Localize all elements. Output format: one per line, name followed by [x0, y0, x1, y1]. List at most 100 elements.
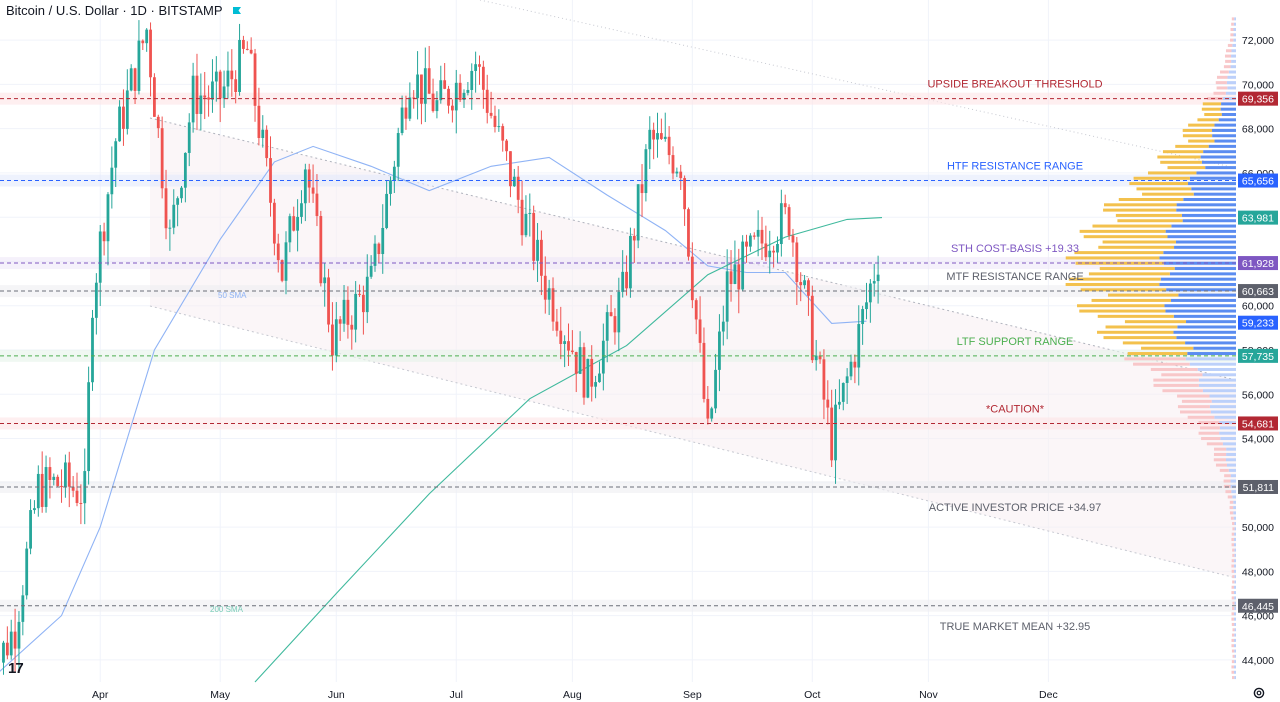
flag-icon[interactable] [232, 6, 242, 16]
volume-bar-yellow [1182, 134, 1213, 138]
price-label-box [1238, 91, 1278, 106]
volume-bar-blue [1182, 219, 1236, 223]
gear-icon[interactable] [1252, 686, 1266, 700]
candle-body [416, 74, 419, 99]
volume-bar-blue [1208, 144, 1236, 148]
candle-body [9, 631, 13, 656]
volume-bar-blue [1233, 665, 1236, 669]
candle-body [547, 288, 551, 300]
volume-bar-yellow [1181, 399, 1212, 403]
volume-bar-blue [1173, 314, 1236, 318]
volume-bar-blue [1233, 22, 1236, 26]
volume-bar-blue [1226, 447, 1236, 451]
volume-bar-yellow [1141, 346, 1194, 350]
price-label-box [1238, 315, 1278, 330]
candle-body [60, 485, 63, 488]
candle-body [118, 106, 121, 142]
y-tick-label: 44,000 [1242, 655, 1274, 667]
candle-body [454, 82, 458, 111]
volume-bar-yellow [1231, 559, 1235, 563]
volume-bar-blue [1167, 235, 1236, 239]
candle-body [242, 39, 245, 49]
candle-body [91, 317, 94, 383]
candle-body [106, 194, 110, 242]
volume-bar-blue [1233, 537, 1236, 541]
candle-body [520, 199, 524, 236]
candle-body [427, 68, 431, 94]
candle-body [354, 293, 358, 330]
volume-bar-blue [1187, 352, 1236, 356]
candle-body [861, 309, 865, 325]
candle-body [807, 280, 810, 296]
candle-body [261, 129, 265, 138]
price-label-box [1238, 416, 1278, 431]
volume-bar-yellow [1229, 500, 1234, 504]
candle-body [249, 49, 253, 54]
volume-bar-yellow [1177, 405, 1210, 409]
candle-body [272, 202, 276, 244]
candle-body [601, 340, 605, 374]
x-tick-label: Aug [563, 689, 582, 701]
candle-body [327, 277, 330, 325]
candle-body [687, 209, 690, 257]
volume-bar-yellow [1232, 601, 1235, 605]
x-tick-label: Sep [683, 689, 702, 701]
candle-body [125, 90, 129, 129]
volume-bar-yellow [1227, 495, 1233, 499]
candle-body [67, 462, 71, 487]
volume-bar-yellow [1136, 187, 1192, 191]
volume-bar-yellow [1097, 314, 1174, 318]
volume-bar-yellow [1188, 123, 1215, 127]
candle-body [652, 129, 656, 140]
candle-body [737, 264, 741, 290]
candle-body [338, 319, 342, 324]
volume-bar-blue [1214, 415, 1236, 419]
candle-body [756, 229, 760, 237]
candle-body [868, 283, 872, 303]
volume-bar-blue [1160, 277, 1236, 281]
candle-body [489, 112, 493, 116]
candle-body [75, 490, 79, 503]
candle-body [605, 312, 609, 341]
candle-body [865, 302, 868, 310]
candle-body [799, 282, 803, 286]
volume-bar-blue [1234, 522, 1236, 526]
volume-bar-yellow [1187, 415, 1215, 419]
candle-body [385, 193, 389, 228]
candle-body [226, 70, 230, 87]
y-tick-label: 48,000 [1242, 566, 1274, 578]
x-tick-label: Nov [919, 689, 938, 701]
candle-body [222, 86, 226, 99]
candle-body [257, 105, 261, 138]
candle-body [350, 324, 354, 330]
volume-bar-blue [1205, 166, 1236, 170]
volume-bar-blue [1163, 251, 1236, 255]
volume-bar-yellow [1180, 410, 1211, 414]
candle-body [36, 473, 40, 509]
volume-bar-blue [1233, 516, 1236, 520]
volume-bar-blue [1212, 134, 1236, 138]
level-note: UPSIDE BREAKOUT THRESHOLD [927, 79, 1102, 91]
volume-bar-yellow [1231, 612, 1234, 616]
candle-body [512, 176, 516, 187]
candle-body [485, 89, 489, 113]
level-note: MTF RESISTANCE RANGE [946, 271, 1083, 283]
candle-body [721, 321, 725, 332]
volume-bar-blue [1234, 622, 1236, 626]
candle-body [760, 229, 764, 244]
price-label: 65,656 [1242, 176, 1274, 188]
volume-bar-yellow [1133, 362, 1190, 366]
volume-bar-blue [1201, 160, 1236, 164]
volume-bar-yellow [1232, 548, 1235, 552]
volume-bar-blue [1193, 192, 1236, 196]
candle-body [207, 97, 210, 100]
candle-body [164, 188, 168, 229]
volume-bar-blue [1233, 617, 1236, 621]
tradingview-logo[interactable]: 17 [8, 660, 24, 677]
interval[interactable]: 1D [130, 3, 147, 18]
candle-body [636, 184, 640, 241]
candle-body [570, 350, 574, 353]
volume-bar-yellow [1129, 182, 1189, 186]
separator: · [122, 3, 127, 18]
